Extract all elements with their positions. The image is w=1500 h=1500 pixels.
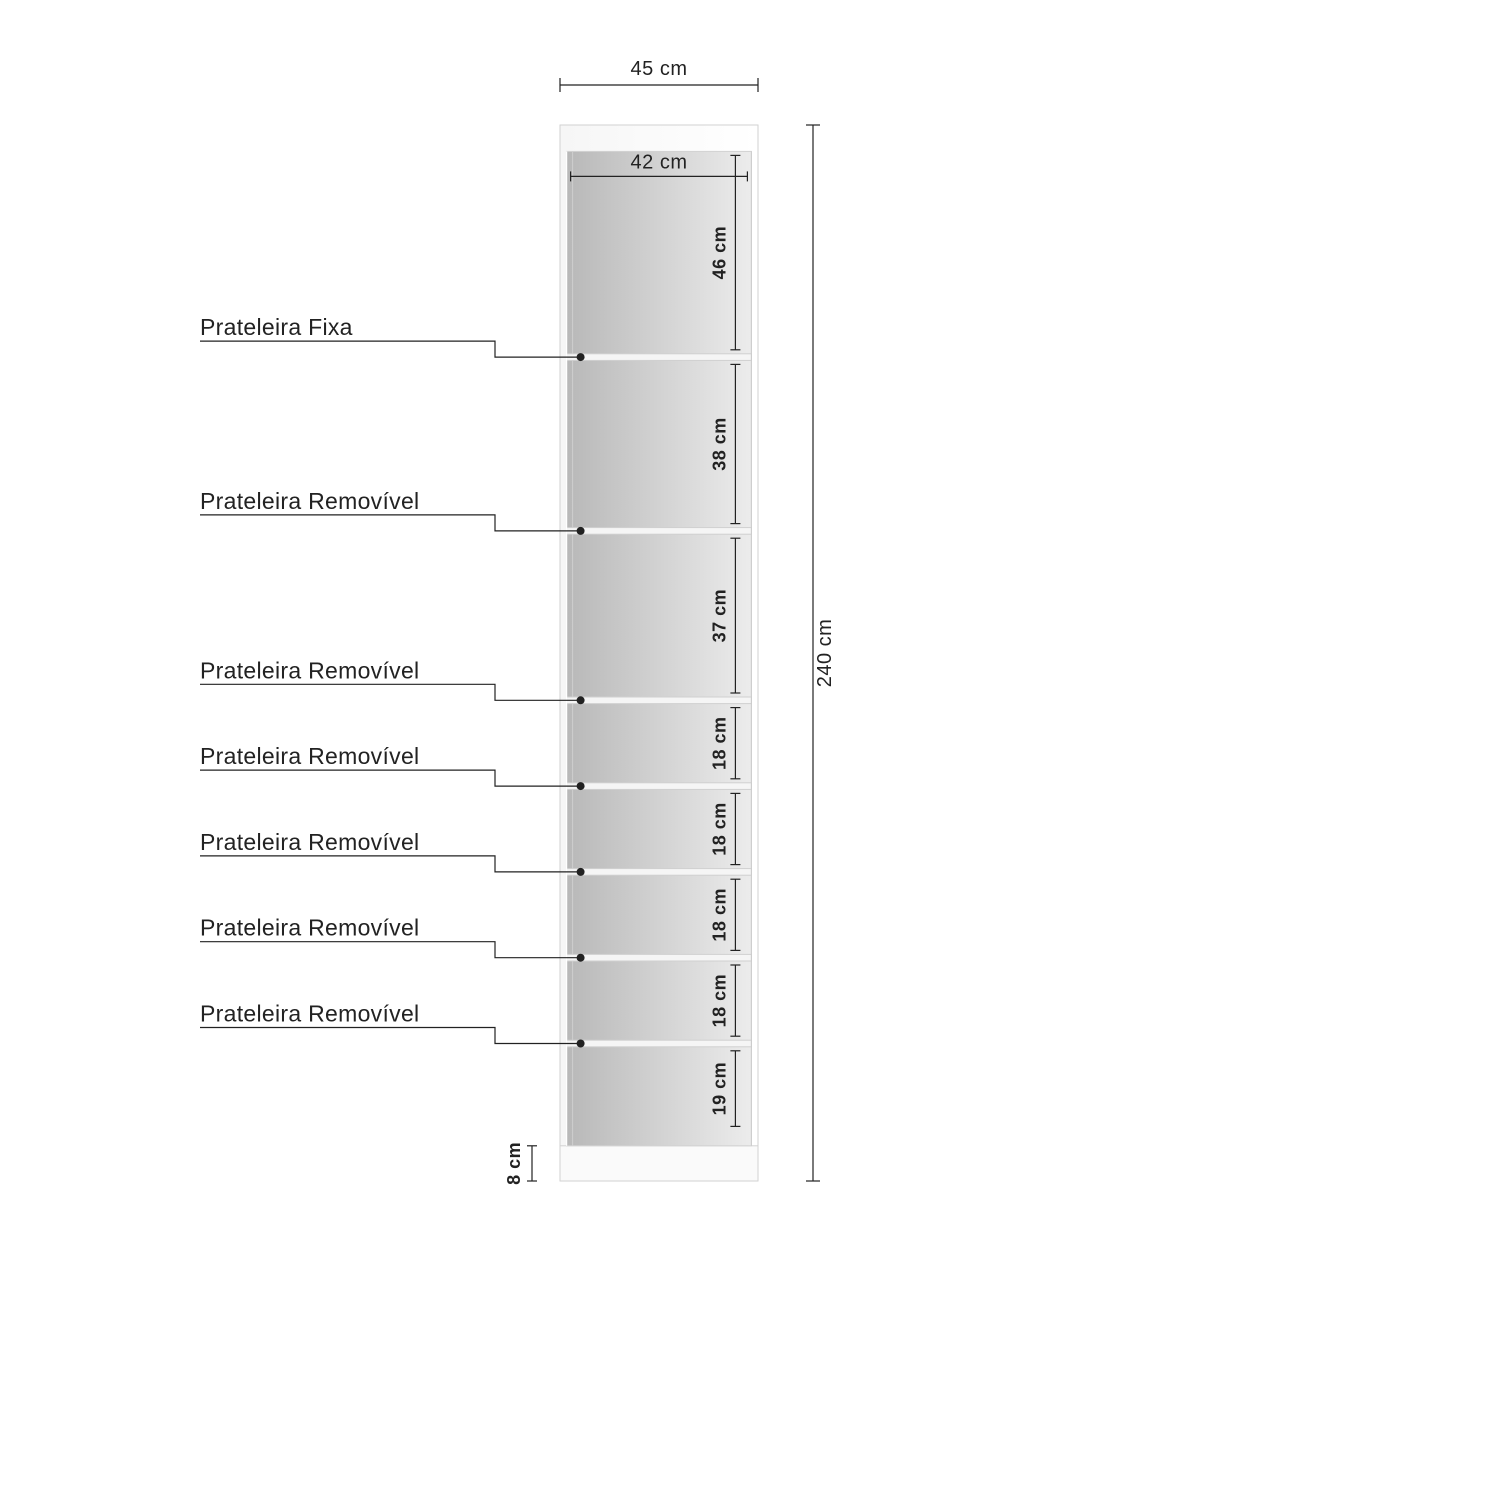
- dim-comp-label: 18 cm: [709, 974, 729, 1028]
- dim-base: [527, 1146, 537, 1181]
- callout-label: Prateleira Fixa: [200, 314, 353, 340]
- dim-top-outer: [560, 78, 758, 92]
- callout-dot: [577, 353, 585, 361]
- callout-dot: [577, 1040, 585, 1048]
- callout-leader: [200, 856, 581, 872]
- dim-top-outer-label: 45 cm: [631, 58, 688, 80]
- dim-comp-label: 18 cm: [709, 802, 729, 856]
- callout-label: Prateleira Removível: [200, 915, 419, 941]
- callout-leader: [200, 770, 581, 786]
- callout-dot: [577, 696, 585, 704]
- callout-dot: [577, 868, 585, 876]
- dim-comp-label: 18 cm: [709, 888, 729, 942]
- callout-dot: [577, 527, 585, 535]
- shelf: [567, 354, 752, 361]
- dim-right-total-label: 240 cm: [814, 619, 836, 688]
- dim-comp-label: 38 cm: [709, 417, 729, 471]
- callouts: [200, 341, 585, 1047]
- shelf: [567, 1040, 752, 1047]
- dim-comp-label: 18 cm: [709, 716, 729, 770]
- callout-label: Prateleira Removível: [200, 657, 419, 683]
- callout-leader: [200, 942, 581, 958]
- callout-leader: [200, 1028, 581, 1044]
- callout-leader: [200, 684, 581, 700]
- cabinet-dimension-diagram: 45 cm 42 cm 240 cm 46 cm 38 cm 37 cm 18 cm 18 c…: [0, 0, 1500, 1500]
- shelf: [567, 783, 752, 790]
- callout-label: Prateleira Removível: [200, 829, 419, 855]
- shelf: [567, 954, 752, 961]
- callout-leader: [200, 341, 581, 357]
- dim-comp-label: 19 cm: [709, 1062, 729, 1116]
- shelf: [567, 528, 752, 535]
- dim-base-label: 8 cm: [504, 1142, 524, 1185]
- callout-label: Prateleira Removível: [200, 743, 419, 769]
- callout-label: Prateleira Removível: [200, 488, 419, 514]
- dim-top-inner-label: 42 cm: [631, 151, 688, 173]
- shelf: [567, 697, 752, 704]
- dim-comp-label: 37 cm: [709, 589, 729, 643]
- dim-comp-label: 46 cm: [709, 226, 729, 280]
- base-plinth: [560, 1146, 758, 1181]
- callout-dot: [577, 954, 585, 962]
- callout-dot: [577, 782, 585, 790]
- shelf: [567, 869, 752, 876]
- callout-leader: [200, 515, 581, 531]
- callout-label: Prateleira Removível: [200, 1001, 419, 1027]
